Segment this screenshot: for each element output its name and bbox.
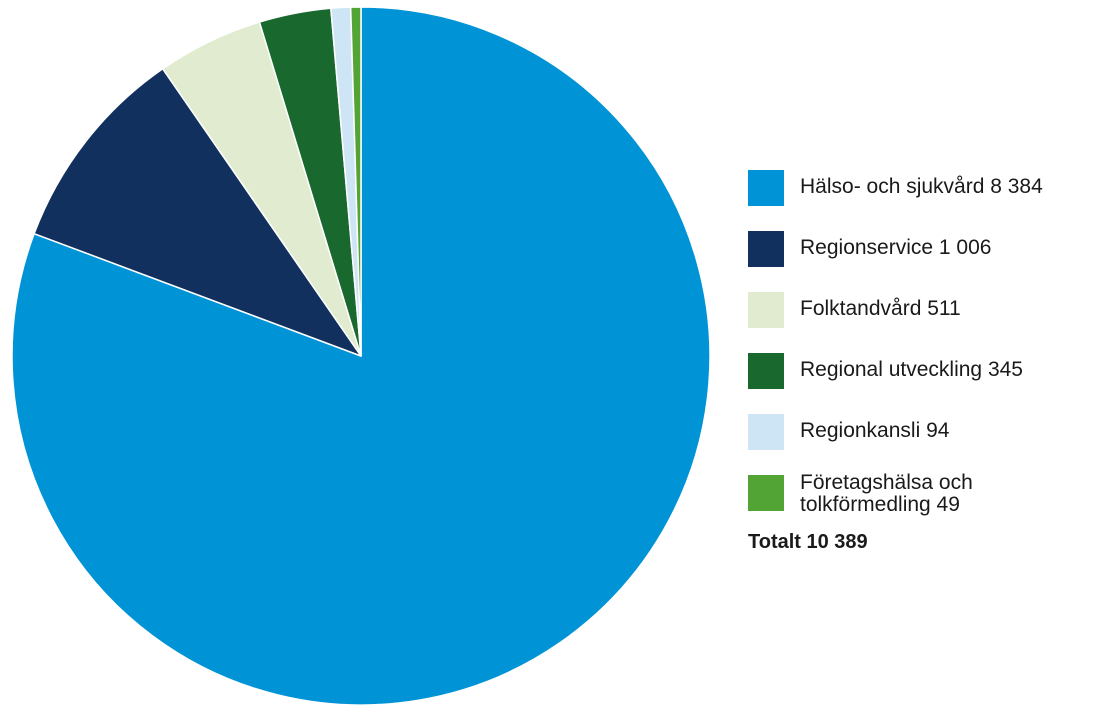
legend-item-regionservice: Regionservice 1 006 (748, 231, 1104, 269)
pie-chart (11, 6, 711, 706)
legend-item-foretagshalsa: Företagshälsa och tolkförmedling 49 (748, 471, 1104, 525)
legend-label-regionkansli: Regionkansli 94 (800, 419, 950, 442)
legend-item-folktandvard: Folktandvård 511 (748, 292, 1104, 330)
legend: Hälso- och sjukvård 8 384 Regionservice … (748, 170, 1104, 554)
legend-swatch-foretagshalsa (748, 475, 784, 511)
legend-label-regional-utveckling: Regional utveckling 345 (800, 358, 1023, 381)
pie-slice-regionservice (33, 68, 362, 357)
legend-swatch-regionservice (748, 231, 784, 267)
pie-slice-halso-och-sjukvard (11, 6, 711, 706)
legend-label-folktandvard: Folktandvård 511 (800, 297, 961, 320)
legend-item-regionkansli: Regionkansli 94 (748, 414, 1104, 452)
legend-swatch-folktandvard (748, 292, 784, 328)
legend-swatch-regional-utveckling (748, 353, 784, 389)
total-label: Totalt 10 389 (748, 531, 868, 553)
legend-label-foretagshalsa: Företagshälsa och tolkförmedling 49 (800, 471, 973, 516)
legend-swatch-halso-och-sjukvard (748, 170, 784, 206)
pie-slice-foretagshalsa-och-tolkformedling (349, 6, 362, 357)
legend-label-regionservice: Regionservice 1 006 (800, 236, 992, 259)
legend-label-halso-och-sjukvard: Hälso- och sjukvård 8 384 (800, 175, 1043, 198)
legend-item-regional-utveckling: Regional utveckling 345 (748, 353, 1104, 391)
legend-item-halso-och-sjukvard: Hälso- och sjukvård 8 384 (748, 170, 1104, 208)
legend-swatch-regionkansli (748, 414, 784, 450)
